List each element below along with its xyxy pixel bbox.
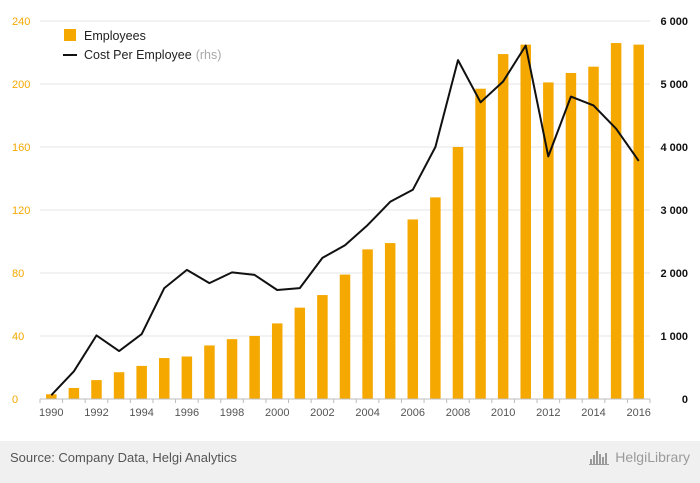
x-tick-label: 1994: [129, 407, 153, 419]
brand-name: HelgiLibrary: [615, 449, 690, 465]
combo-chart: 0 0 40 1 000 80 2 000 120 3 000 160 4 000 200 5 000…: [12, 16, 688, 419]
bar-employees: [633, 44, 644, 399]
bar-employees: [46, 394, 57, 399]
bar-employees: [339, 274, 351, 399]
bar-employees: [520, 44, 531, 399]
y-right-tick-label: 0: [682, 394, 688, 406]
footer: Source: Company Data, Helgi Analytics He…: [0, 441, 700, 483]
bar-employees: [407, 219, 419, 399]
x-tick-label: 1992: [84, 407, 108, 419]
x-tick-label: 2014: [581, 407, 605, 419]
y-left-tick-label: 160: [12, 142, 30, 154]
y-left-tick-label: 240: [12, 16, 30, 28]
y-left-tick-label: 0: [12, 394, 18, 406]
y-left-tick-label: 40: [12, 331, 24, 343]
bar-employees: [68, 387, 80, 399]
brand-logo: HelgiLibrary: [589, 449, 690, 465]
bar-employees: [362, 249, 373, 399]
x-tick-label: 2012: [536, 407, 560, 419]
bar-employees: [430, 197, 441, 399]
line-cost-per-employee: [50, 44, 640, 396]
library-logo-icon: [589, 451, 610, 465]
x-tick-label: 2000: [265, 407, 289, 419]
bar-employees: [181, 356, 193, 399]
bar-employees: [294, 307, 306, 399]
bar-employees: [249, 336, 260, 399]
legend-swatch-employees: [64, 29, 76, 41]
x-tick-label: 1996: [175, 407, 199, 419]
x-tick-label: 2016: [626, 407, 650, 419]
legend-label-employees: Employees: [84, 29, 146, 43]
bar-employees: [497, 54, 509, 399]
legend-label-cost-per-employee: Cost Per Employee (rhs): [84, 48, 221, 62]
x-tick-label: 2006: [401, 407, 425, 419]
bar-employees: [204, 345, 215, 399]
bar-employees: [452, 147, 464, 399]
x-tick-label: 2008: [446, 407, 470, 419]
bar-employees: [543, 82, 554, 400]
bar-employees: [610, 43, 622, 400]
bar-employees: [271, 323, 283, 399]
x-tick-label: 2004: [355, 407, 379, 419]
y-right-tick-label: 3 000: [660, 205, 688, 217]
source-note: Source: Company Data, Helgi Analytics: [10, 450, 237, 465]
bar-employees: [384, 243, 396, 399]
bar-employees: [91, 380, 102, 399]
legend-series-name: Cost Per Employee: [84, 48, 192, 62]
x-tick-label: 2002: [310, 407, 334, 419]
x-tick-label: 2010: [491, 407, 515, 419]
bar-employees: [565, 72, 577, 399]
y-right-tick-label: 5 000: [660, 79, 688, 91]
y-left-tick-label: 200: [12, 79, 30, 91]
x-tick-label: 1990: [39, 407, 63, 419]
x-tick-label: 1998: [220, 407, 244, 419]
bar-employees: [317, 295, 328, 399]
bar-employees: [226, 339, 238, 399]
y-right-tick-label: 1 000: [660, 331, 688, 343]
y-left-tick-label: 80: [12, 268, 24, 280]
bar-employees: [159, 358, 170, 399]
legend-series-suffix: (rhs): [196, 48, 222, 62]
y-right-tick-label: 6 000: [660, 16, 688, 28]
y-left-tick-label: 120: [12, 205, 30, 217]
y-right-tick-label: 2 000: [660, 268, 688, 280]
bar-employees: [588, 66, 599, 400]
y-right-tick-label: 4 000: [660, 142, 688, 154]
bar-employees: [113, 372, 125, 399]
bar-employees: [136, 365, 147, 399]
bar-employees: [475, 88, 486, 399]
